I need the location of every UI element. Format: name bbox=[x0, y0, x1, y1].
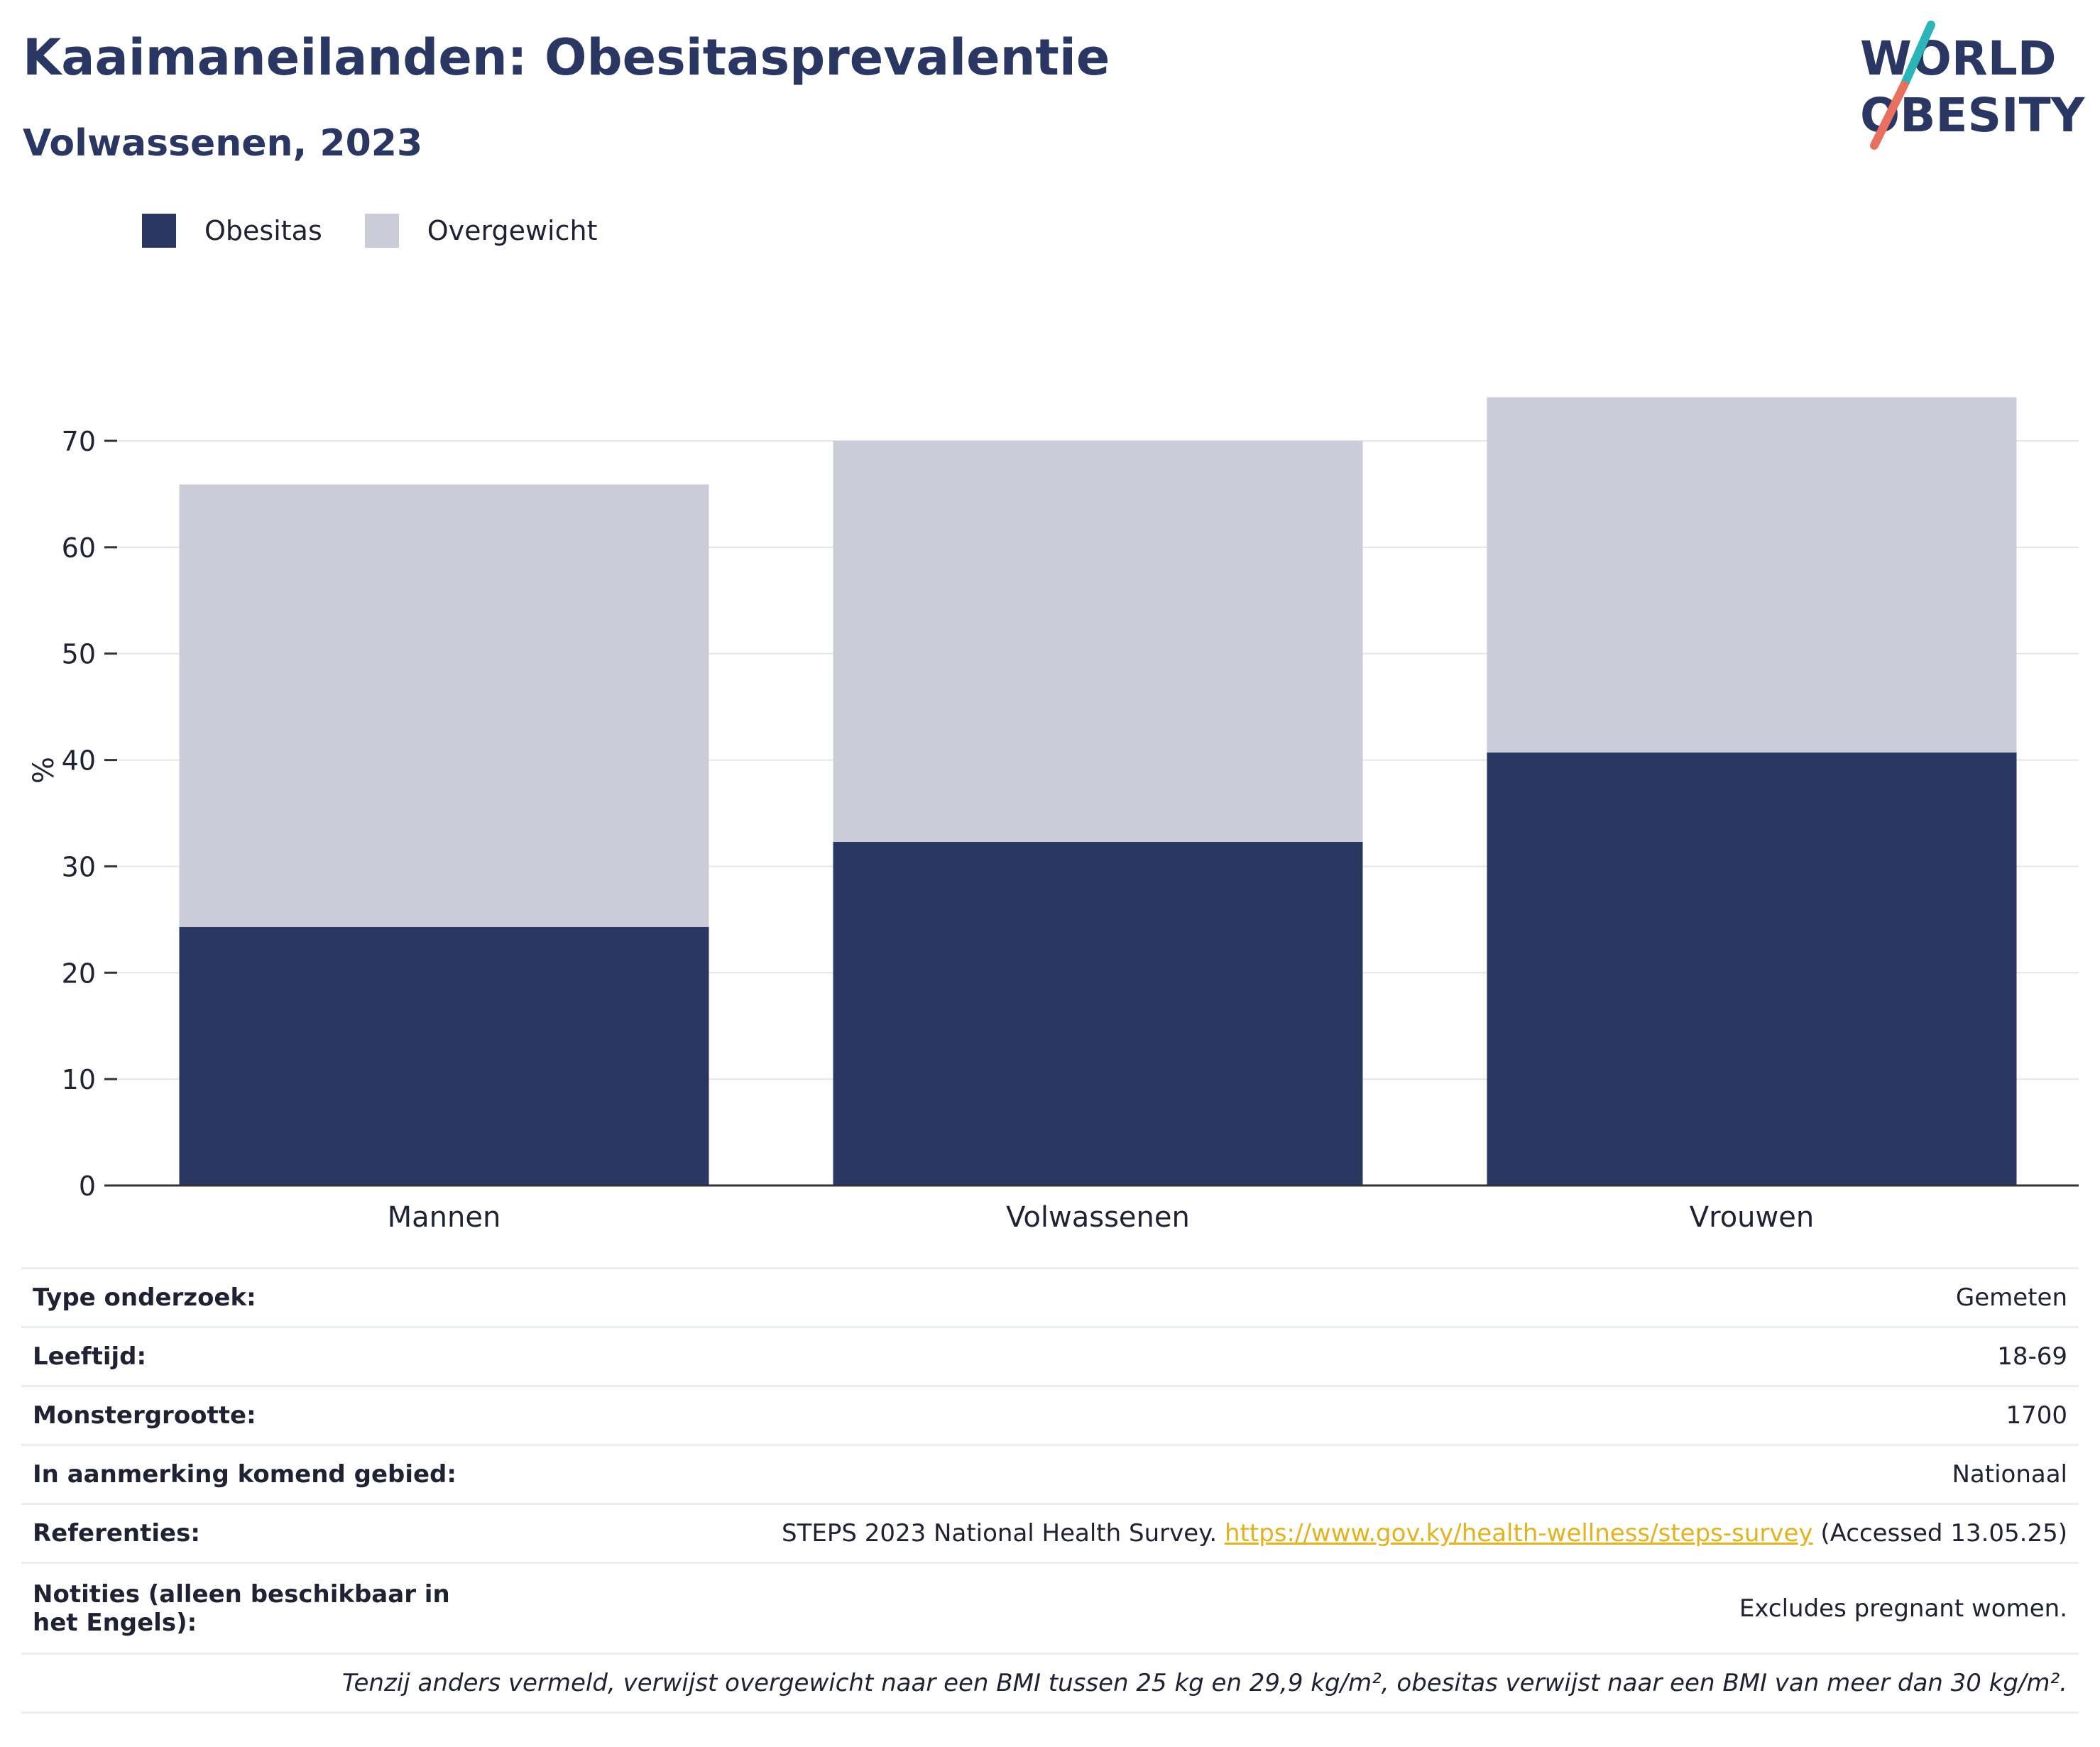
info-value-notes: Excludes pregnant women. bbox=[484, 1562, 2079, 1655]
chart-legend: Obesitas Overgewicht bbox=[142, 209, 640, 252]
y-tick-label-30: 30 bbox=[62, 851, 96, 882]
y-tick-label-50: 50 bbox=[62, 639, 96, 670]
logo-slash-coral bbox=[1870, 81, 1908, 150]
bar-mannen-obesitas bbox=[179, 926, 709, 1185]
info-footnote: Tenzij anders vermeld, verwijst overgewi… bbox=[21, 1653, 2079, 1714]
page-title: Kaaimaneilanden: Obesitasprevalentie bbox=[23, 28, 1110, 87]
info-value-age: 18-69 bbox=[484, 1327, 2079, 1387]
world-obesity-logo: WORLD OBESITY bbox=[1860, 21, 2086, 150]
info-label-sample-size: Monstergrootte: bbox=[21, 1386, 484, 1446]
reference-accessed: (Accessed 13.05.25) bbox=[1820, 1519, 2067, 1548]
reference-text: STEPS 2023 National Health Survey. bbox=[781, 1519, 1218, 1548]
y-tick-label-0: 0 bbox=[79, 1171, 96, 1202]
info-value-survey-type: Gemeten bbox=[484, 1267, 2079, 1328]
info-row-area: In aanmerking komend gebied: Nationaal bbox=[21, 1445, 2079, 1505]
info-row-footnote: Tenzij anders vermeld, verwijst overgewi… bbox=[21, 1653, 2079, 1714]
reference-link[interactable]: https://www.gov.ky/health-wellness/steps… bbox=[1225, 1519, 1813, 1548]
info-row-sample-size: Monstergrootte: 1700 bbox=[21, 1386, 2079, 1446]
info-value-sample-size: 1700 bbox=[484, 1386, 2079, 1446]
logo-line1: WORLD bbox=[1860, 31, 2057, 86]
info-row-survey-type: Type onderzoek: Gemeten bbox=[21, 1267, 2079, 1328]
legend-label-overweight: Overgewicht bbox=[427, 215, 598, 246]
y-tick-label-70: 70 bbox=[62, 426, 96, 457]
info-row-age: Leeftijd: 18-69 bbox=[21, 1327, 2079, 1387]
info-value-area: Nationaal bbox=[484, 1445, 2079, 1505]
legend-swatch-overweight bbox=[364, 214, 399, 248]
survey-info-table: Type onderzoek: Gemeten Leeftijd: 18-69 … bbox=[21, 1267, 2079, 1714]
info-value-references: STEPS 2023 National Health Survey. https… bbox=[484, 1504, 2079, 1564]
stacked-bar-chart: 0 10 20 30 40 50 60 70% Mannen Volwassenen Vrouwen bbox=[28, 397, 2079, 1234]
legend-label-obesity: Obesitas bbox=[204, 215, 322, 246]
x-tick-label-vrouwen: Vrouwen bbox=[1690, 1201, 1814, 1234]
y-tick-label-60: 60 bbox=[62, 532, 96, 564]
y-axis-label: % bbox=[28, 757, 60, 784]
x-tick-label-mannen: Mannen bbox=[388, 1201, 501, 1234]
info-label-age: Leeftijd: bbox=[21, 1327, 484, 1387]
y-tick-label-40: 40 bbox=[62, 745, 96, 777]
y-tick-label-20: 20 bbox=[62, 958, 96, 989]
bar-volwassenen-obesitas bbox=[833, 841, 1363, 1185]
info-label-notes: Notities (alleen beschikbaar in het Enge… bbox=[21, 1562, 484, 1655]
page-subtitle: Volwassenen, 2023 bbox=[23, 122, 423, 165]
info-label-references: Referenties: bbox=[21, 1504, 484, 1564]
bar-volwassenen-overgewicht bbox=[833, 441, 1363, 842]
logo-slash-teal bbox=[1900, 21, 1935, 89]
bar-vrouwen-overgewicht bbox=[1487, 397, 2017, 753]
bar-mannen-overgewicht bbox=[179, 484, 709, 927]
legend-item-obesity: Obesitas bbox=[142, 214, 322, 248]
bar-vrouwen-obesitas bbox=[1487, 752, 2017, 1185]
info-row-references: Referenties: STEPS 2023 National Health … bbox=[21, 1504, 2079, 1564]
info-row-notes: Notities (alleen beschikbaar in het Enge… bbox=[21, 1562, 2079, 1655]
legend-item-overweight: Overgewicht bbox=[364, 214, 598, 248]
info-label-area: In aanmerking komend gebied: bbox=[21, 1445, 484, 1505]
legend-swatch-obesity bbox=[142, 214, 176, 248]
y-tick-label-10: 10 bbox=[62, 1064, 96, 1095]
x-tick-label-volwassenen: Volwassenen bbox=[1006, 1201, 1190, 1234]
info-label-survey-type: Type onderzoek: bbox=[21, 1267, 484, 1328]
